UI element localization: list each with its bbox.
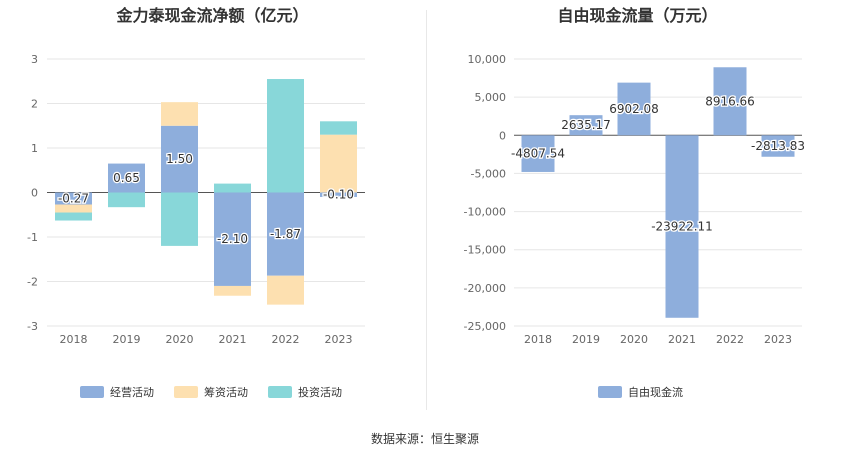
bar-segment[interactable] [320, 192, 357, 197]
legend-swatch [174, 386, 198, 398]
legend-swatch [598, 386, 622, 398]
data-label: -0.27 [58, 192, 89, 206]
bar-segment[interactable] [267, 79, 304, 193]
data-label: -1.87 [270, 227, 301, 241]
data-label: 8916.66 [705, 94, 755, 108]
bar-segment[interactable] [214, 192, 251, 286]
right-chart-plot: 10,000 5,000 0 -5,000 -10,000 -15,000 -20,000 -… [464, 53, 807, 346]
data-label: 2635.17 [561, 118, 611, 132]
y-tick-label: -2 [27, 276, 38, 289]
bar-segment[interactable] [108, 192, 145, 208]
y-tick-label: -10,000 [464, 206, 506, 219]
bar-segment[interactable] [55, 192, 92, 205]
bar-segment[interactable] [214, 183, 251, 193]
y-tick-label: -25,000 [464, 320, 506, 333]
right-chart-title: 自由现金流量（万元） [557, 6, 718, 25]
bar-segment[interactable] [214, 285, 251, 296]
x-tick-label: 2023 [764, 333, 792, 346]
y-tick-label: 1 [31, 142, 38, 155]
x-tick-label: 2022 [272, 333, 300, 346]
legend-item-operating[interactable]: 经营活动 [80, 384, 154, 400]
x-tick-label: 2019 [572, 333, 600, 346]
x-tick-label: 2018 [60, 333, 88, 346]
x-tick-label: 2020 [620, 333, 648, 346]
data-label: -2813.83 [751, 139, 805, 153]
bar[interactable] [761, 135, 795, 157]
legend-item-free-cash-flow[interactable]: 自由现金流 [598, 384, 683, 400]
data-label: 1.50 [166, 152, 193, 166]
x-tick-label: 2019 [113, 333, 141, 346]
data-label: 6902.08 [609, 102, 659, 116]
bar-segment[interactable] [320, 121, 357, 135]
legend-label: 自由现金流 [628, 386, 683, 399]
x-tick-label: 2023 [325, 333, 353, 346]
legend-item-financing[interactable]: 筹资活动 [174, 384, 248, 400]
bar-segment[interactable] [320, 134, 357, 193]
x-tick-label: 2020 [166, 333, 194, 346]
y-tick-label: 2 [31, 98, 38, 111]
data-label: -2.10 [217, 232, 248, 246]
bar[interactable] [665, 135, 699, 318]
chart-divider [426, 10, 427, 410]
bar-segment[interactable] [55, 204, 92, 213]
data-label: 0.65 [113, 171, 140, 185]
legend-item-investing[interactable]: 投资活动 [268, 384, 342, 400]
legend-label: 投资活动 [298, 386, 342, 399]
y-tick-label: -3 [27, 320, 38, 333]
y-tick-label: 10,000 [468, 53, 507, 66]
bar-segment[interactable] [267, 192, 304, 276]
x-tick-label: 2021 [668, 333, 696, 346]
left-chart-plot: 3 2 1 0 -1 -2 -3 2018 2019 2020 2021 2022 2023 -0.27 0… [27, 53, 365, 346]
y-tick-label: 0 [499, 129, 506, 142]
x-tick-label: 2018 [524, 333, 552, 346]
data-label: -23922.11 [651, 220, 713, 234]
x-tick-label: 2021 [219, 333, 247, 346]
left-chart-legend: 经营活动 筹资活动 投资活动 [80, 384, 362, 400]
bar[interactable] [617, 82, 651, 136]
y-tick-label: -20,000 [464, 282, 506, 295]
bar[interactable] [521, 135, 555, 172]
bar-segment[interactable] [108, 163, 145, 193]
x-tick-label: 2022 [716, 333, 744, 346]
y-tick-label: -15,000 [464, 244, 506, 257]
bar-segment[interactable] [161, 125, 198, 193]
bar-segment[interactable] [55, 212, 92, 221]
left-chart-title: 金力泰现金流净额（亿元） [116, 6, 309, 25]
right-chart-legend: 自由现金流 [598, 384, 703, 400]
bar-segment[interactable] [267, 275, 304, 305]
y-tick-label: 0 [31, 187, 38, 200]
y-tick-label: -1 [27, 231, 38, 244]
legend-swatch [80, 386, 104, 398]
bar-segment[interactable] [161, 102, 198, 126]
data-label: -4807.54 [511, 147, 565, 161]
legend-label: 经营活动 [110, 386, 154, 399]
legend-swatch [268, 386, 292, 398]
bar-segment[interactable] [161, 192, 198, 246]
data-label: -0.10 [323, 188, 354, 202]
data-source-note: 数据来源：恒生聚源 [370, 432, 479, 446]
y-tick-label: -5,000 [471, 167, 506, 180]
bar[interactable] [713, 67, 747, 136]
y-tick-label: 3 [31, 53, 38, 66]
legend-label: 筹资活动 [204, 386, 248, 399]
bar[interactable] [569, 115, 603, 136]
y-tick-label: 5,000 [475, 91, 507, 104]
